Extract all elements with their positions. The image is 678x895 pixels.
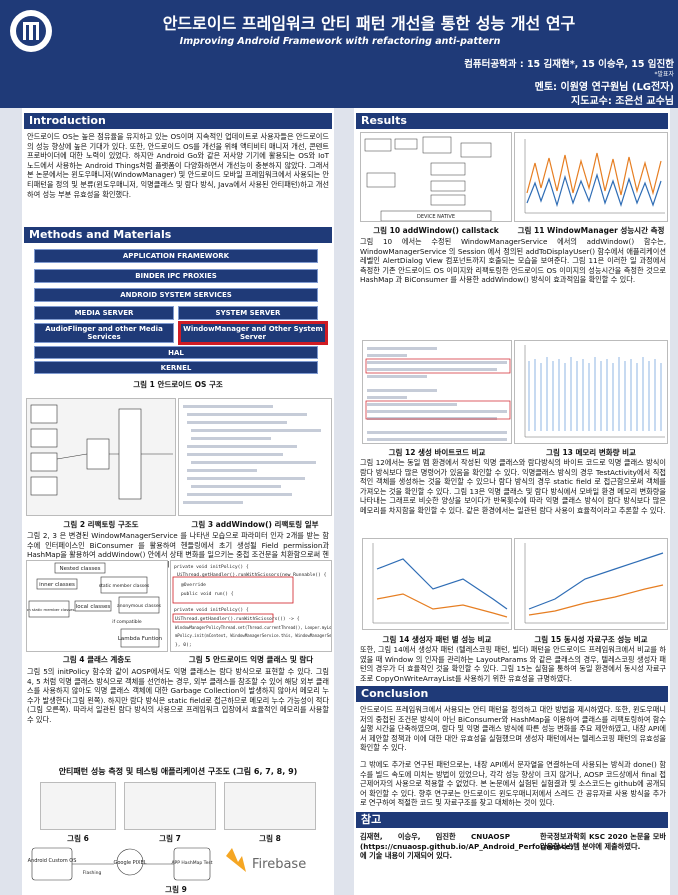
chart-image: [514, 538, 668, 630]
caption: 그림 2 리팩토링 구조도: [63, 520, 139, 529]
code-figure: private void initPolicy() { UiThread.get…: [170, 560, 332, 652]
chart-image: [514, 340, 668, 444]
diagram: Nested classes inner classes static memb…: [27, 562, 163, 648]
layer: KERNEL: [34, 361, 318, 374]
paragraph: 또한, 그림 14에서 생성자 패턴 (텔레스코핑 패턴, 빌더) 패턴을 안드…: [360, 645, 666, 683]
label: APP HashMap Test: [171, 860, 212, 866]
label: non static member classes: [27, 607, 74, 612]
reference: 김재현, 이승우, 임진한 CNUAOSP (https://cnuaosp.g…: [360, 832, 574, 861]
caption: 그림 14 생성자 패턴 별 성능 비교: [382, 635, 492, 644]
diagram: DEVICE NATIVE: [364, 136, 492, 221]
caption: 그림 4 클래스 계층도: [62, 655, 132, 664]
screenshot: [40, 782, 116, 830]
code-line: }, 0);: [175, 642, 192, 648]
subheading: 안티패턴 성능 측정 및 테스팅 애플리케이션 구조도 (그림 6, 7, 8,…: [58, 767, 298, 776]
caption: 그림 6: [67, 834, 89, 843]
callstack-figure: DEVICE NATIVE: [360, 132, 512, 222]
logo: [10, 10, 52, 52]
layer: SYSTEM SERVER: [178, 306, 318, 320]
code-line: public void run() {: [181, 591, 234, 597]
code-lines: [365, 347, 511, 441]
bytecode-figure: [362, 340, 512, 444]
layer: APPLICATION FRAMEWORK: [34, 249, 318, 263]
label: Lambda Funtion: [118, 636, 163, 642]
label: Flashing: [83, 870, 102, 876]
caption: 그림 12 생성 바이트코드 비교: [388, 448, 486, 457]
section-heading: Methods and Materials: [24, 227, 332, 243]
caption: 그림 9: [165, 885, 187, 894]
code-line: private void initPolicy() {: [174, 607, 249, 613]
caption: 그림 1 안드로이드 OS 구조: [133, 380, 223, 389]
code-line: mPolicy.init(mContext, WindowManagerServ…: [175, 633, 332, 638]
caption: 그림 13 메모리 변화량 비교: [546, 448, 636, 457]
code-line: @Override: [181, 582, 206, 588]
layer: HAL: [34, 346, 318, 359]
caption: 그림 7: [159, 834, 181, 843]
label: Android Custom OS: [28, 858, 77, 864]
test-pipeline: Android Custom OS Flashing Google PIXEL …: [28, 847, 306, 881]
right-column: [354, 108, 670, 895]
layer: MEDIA SERVER: [34, 306, 174, 320]
code-line: private void initPolicy() {: [174, 564, 249, 570]
diagram: [30, 404, 173, 500]
section-heading: Introduction: [24, 113, 332, 129]
mentor: 멘토: 이원영 연구원님 (LG전자): [534, 82, 674, 93]
plot: [372, 543, 509, 624]
class-diagram: Nested classes inner classes static memb…: [26, 560, 168, 652]
caption: 그림 10 addWindow() callstack: [373, 226, 499, 235]
subtitle: Improving Android Framework with refacto…: [179, 36, 501, 47]
layer-highlighted: WindowManager and Other System Server: [178, 321, 328, 345]
chart-image: [362, 538, 512, 630]
plot: [524, 543, 665, 624]
paragraph: 안드로이드 프레임워크에서 사용되는 안티 패턴을 정의하고 대안 방법을 제시…: [360, 705, 666, 753]
figure: [26, 398, 176, 516]
caption: 그림 15 동시성 자료구조 성능 비교: [534, 635, 648, 644]
reference: 한국정보과학회 KSC 2020 논문을 모바일융합시스템 분야에 제출하였다.: [540, 832, 666, 851]
paragraph: 그 밖에도 추가로 연구된 패턴으로는, 내장 API에서 문자열을 연결하는데…: [360, 760, 666, 808]
screenshot: [124, 782, 216, 830]
layer: AudioFlinger and other Media Services: [34, 323, 174, 343]
section-heading: Conclusion: [356, 686, 668, 702]
label: anonymous classes: [117, 603, 162, 609]
code-lines: [183, 405, 321, 504]
header: 안드로이드 프레임워크 안티 패턴 개선을 통한 성능 개선 연구 Improv…: [0, 0, 678, 108]
label: inner classes: [39, 582, 75, 588]
layer: ANDROID SYSTEM SERVICES: [34, 288, 318, 302]
paragraph: 그림 12에서는 동일 멤 환경에서 작성된 익명 클래스와 람다방식의 바이트…: [360, 458, 666, 515]
paragraph: 안드로이드 OS는 높은 점유율을 유지하고 있는 OS이며 지속적인 업데이트…: [27, 132, 329, 199]
title: 안드로이드 프레임워크 안티 패턴 개선을 통한 성능 개선 연구: [162, 14, 576, 33]
code-line: UiThread.getHandler().runWithScissors(ne…: [177, 572, 327, 578]
plot: [524, 345, 665, 438]
label: DEVICE NATIVE: [417, 214, 455, 220]
caption: 그림 11 WindowManager 성능시간 측정: [517, 226, 665, 235]
authors: 컴퓨터공학과 : 15 김재현*, 15 이승우, 15 임진한: [464, 59, 674, 70]
screenshot: [224, 782, 316, 830]
presenter-note: *발표자: [654, 71, 674, 78]
layer: BINDER IPC PROXIES: [34, 269, 318, 283]
section-heading: Results: [356, 113, 668, 129]
section-heading: 참고: [356, 812, 668, 828]
advisor: 지도교수: 조은선 교수님: [571, 96, 674, 107]
caption: 그림 8: [259, 834, 281, 843]
code-figure: [178, 398, 332, 516]
paragraph: 그림 10 에서는 수정된 WindowManagerService 에서의 a…: [360, 237, 666, 285]
label: static member classes: [99, 583, 150, 589]
label: Google PIXEL: [113, 860, 146, 866]
paragraph: 그림 5의 initPolicy 함수와 같이 AOSP에서도 익명 클래스는 …: [27, 667, 329, 724]
code-line: UiThread.getHandler().runWithScissors(()…: [175, 616, 300, 622]
chart-image: [514, 132, 668, 222]
label: Firebase: [252, 857, 306, 872]
caption: 그림 5 안드로이드 익명 클래스 및 람다: [188, 655, 314, 664]
plot: [524, 139, 665, 214]
code: private void initPolicy() { UiThread.get…: [172, 564, 332, 648]
code-line: WindowManagerPolicyThread.set(Thread.cur…: [175, 625, 332, 630]
caption: 그림 3 addWindow() 리팩토링 일부: [191, 520, 319, 529]
label: Nested classes: [59, 566, 100, 572]
label: if compatible: [112, 619, 142, 625]
label: local classes: [76, 604, 111, 610]
